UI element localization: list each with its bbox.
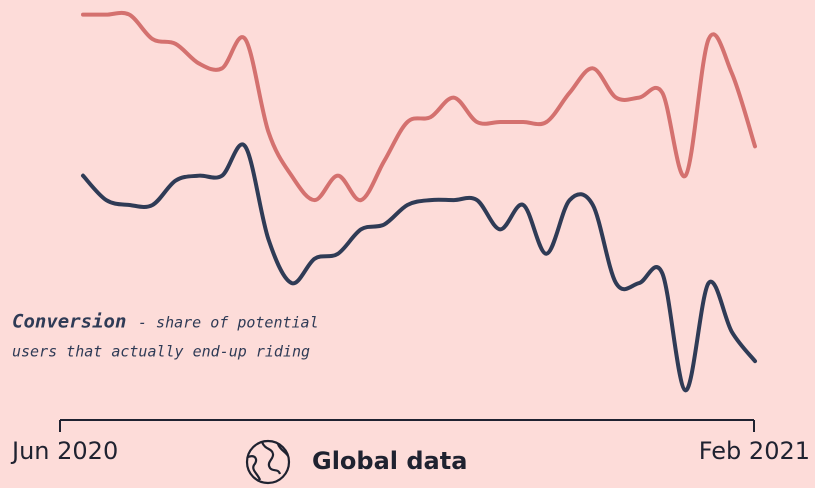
annotation-text: users that actually end-up riding bbox=[12, 343, 310, 361]
x-axis bbox=[59, 419, 755, 432]
x-tick-label: Jun 2020 bbox=[10, 437, 118, 465]
globe-icon bbox=[245, 439, 291, 485]
line bbox=[81, 10, 757, 203]
x-tick-label: Feb 2021 bbox=[699, 437, 810, 465]
annotation-text: - share of potential bbox=[138, 314, 319, 332]
line bbox=[81, 142, 757, 393]
footer: Global data bbox=[312, 447, 467, 475]
annotation-term: Conversion bbox=[12, 311, 126, 333]
